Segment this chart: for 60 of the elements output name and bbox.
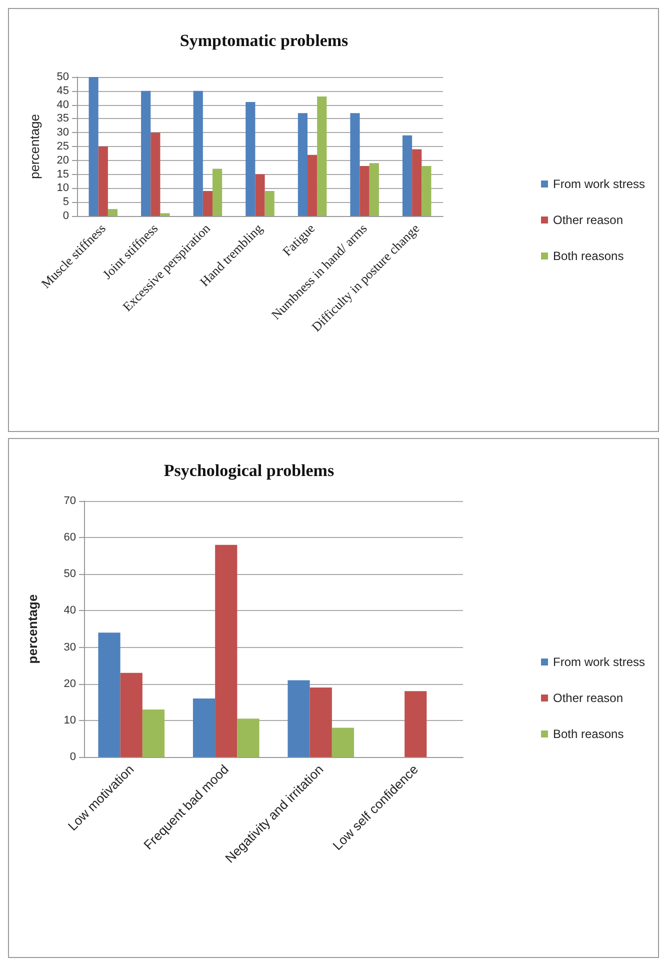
bar <box>332 728 354 757</box>
bar <box>160 213 170 216</box>
bar <box>317 96 327 216</box>
bar <box>108 209 118 216</box>
legend-label: Both reasons <box>552 249 624 263</box>
bar <box>412 149 422 216</box>
bar <box>215 544 238 757</box>
bar <box>150 132 160 216</box>
y-tick-label: 0 <box>62 210 69 222</box>
bar <box>237 718 260 757</box>
bar <box>98 146 108 216</box>
bar <box>298 113 308 216</box>
legend-label: Both reasons <box>552 727 624 741</box>
y-tick-label: 10 <box>64 714 76 726</box>
chart-title: Psychological problems <box>164 461 334 480</box>
y-tick-label: 40 <box>56 98 69 111</box>
bar <box>88 77 98 216</box>
legend-label: From work stress <box>552 177 646 191</box>
bar <box>404 691 427 757</box>
legend-label: Other reason <box>552 213 624 227</box>
bar <box>202 190 213 216</box>
y-tick-label: 45 <box>56 84 69 97</box>
y-tick-label: 15 <box>56 168 69 180</box>
bar <box>246 102 256 216</box>
bar <box>264 190 274 216</box>
y-tick-label: 50 <box>56 71 69 83</box>
y-tick-label: 70 <box>64 495 76 507</box>
bar <box>193 90 203 216</box>
y-axis-title: percentage <box>25 594 40 664</box>
y-tick-label: 35 <box>56 112 69 125</box>
bar <box>307 154 318 216</box>
y-tick-label: 40 <box>64 604 76 617</box>
legend-label: From work stress <box>552 655 646 669</box>
bar <box>369 163 379 216</box>
bar <box>120 672 142 757</box>
bar <box>142 709 165 757</box>
y-tick-label: 30 <box>64 641 76 654</box>
y-axis-title: percentage <box>27 114 42 180</box>
bar <box>141 90 151 216</box>
y-tick-label: 50 <box>64 568 76 580</box>
y-tick-label: 10 <box>56 182 69 194</box>
y-tick-label: 30 <box>56 126 69 139</box>
bar <box>98 632 120 757</box>
bar <box>422 166 432 216</box>
y-tick-label: 20 <box>64 678 76 690</box>
bar <box>212 168 222 216</box>
legend-label: Other reason <box>552 691 624 705</box>
chart-title: Symptomatic problems <box>180 31 349 50</box>
bar <box>402 135 412 216</box>
bar <box>310 688 332 757</box>
bar <box>360 166 370 216</box>
y-tick-label: 25 <box>56 140 69 152</box>
bar <box>350 113 360 216</box>
bar <box>288 680 310 757</box>
y-tick-label: 60 <box>64 532 76 544</box>
bar <box>192 698 216 757</box>
bar <box>255 174 265 216</box>
y-tick-label: 5 <box>62 196 69 208</box>
y-tick-label: 0 <box>70 751 76 763</box>
y-tick-label: 20 <box>56 154 69 166</box>
